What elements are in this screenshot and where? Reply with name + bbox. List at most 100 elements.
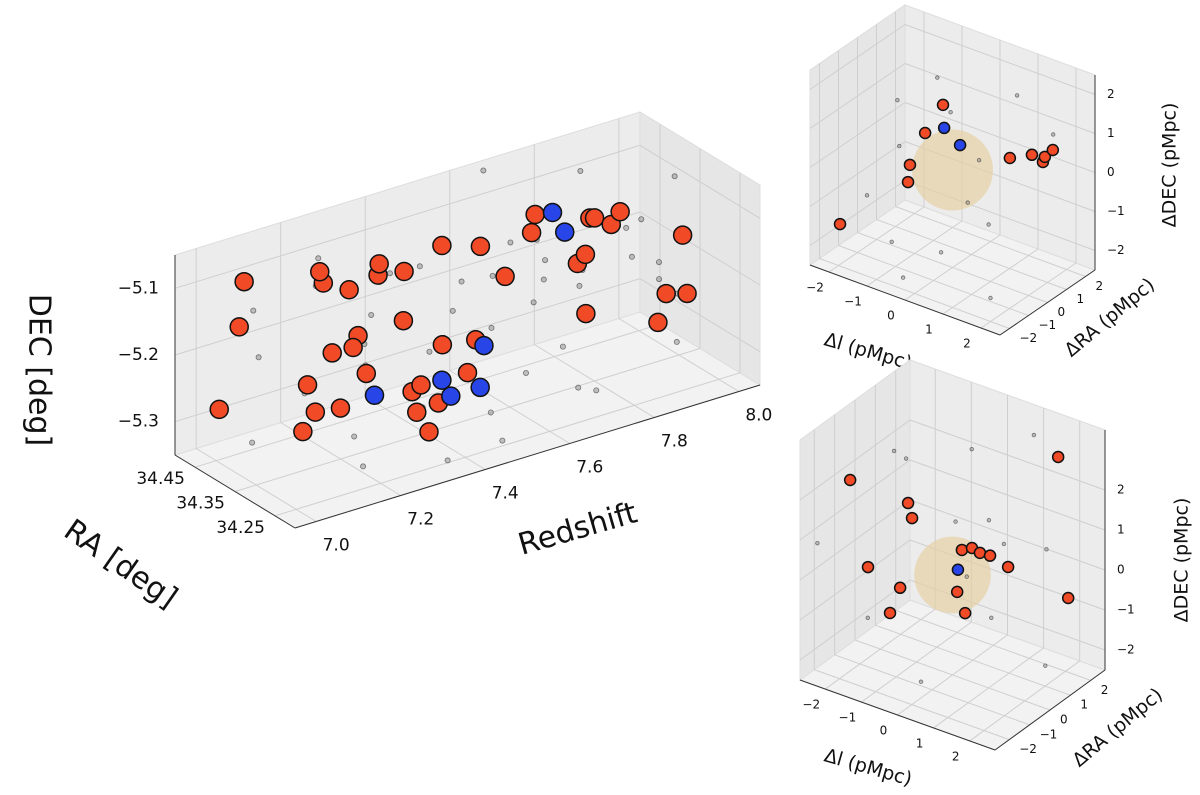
- grid-line: [895, 609, 1091, 681]
- data-point: [897, 143, 902, 149]
- data-point: [976, 157, 982, 163]
- data-point: [903, 158, 917, 172]
- data-point: [209, 399, 229, 420]
- data-point: [542, 202, 563, 223]
- data-point: [507, 239, 514, 246]
- data-point: [364, 385, 385, 406]
- data-point: [577, 167, 584, 174]
- x-tick-label: −2: [802, 698, 820, 712]
- x-axis-label: Δl (pMpc): [822, 745, 915, 791]
- data-point: [1001, 560, 1015, 574]
- data-point: [918, 679, 924, 684]
- data-point: [986, 517, 992, 523]
- z-tick-label: −5.2: [118, 345, 159, 365]
- data-point: [864, 193, 870, 198]
- data-point: [628, 253, 635, 260]
- data-point: [953, 519, 958, 524]
- data-point: [672, 225, 693, 245]
- z-tick-label: −1: [1117, 603, 1135, 617]
- data-point: [576, 303, 596, 324]
- data-point: [950, 585, 964, 599]
- data-point: [297, 375, 318, 395]
- data-point: [965, 200, 970, 205]
- data-point: [343, 337, 363, 358]
- grid-line: [194, 323, 661, 468]
- data-point: [457, 362, 478, 383]
- data-point: [386, 270, 393, 277]
- z-tick-label: 2: [1107, 87, 1115, 101]
- data-point: [973, 546, 987, 560]
- y-axis-label: ΔRA (pMpc): [1060, 274, 1159, 362]
- data-point: [356, 363, 377, 384]
- data-point: [958, 606, 972, 620]
- data-point: [499, 437, 506, 444]
- data-point: [305, 402, 326, 422]
- grid-line: [875, 624, 1071, 696]
- data-point: [368, 311, 375, 318]
- grid-line: [909, 499, 1106, 571]
- y-tick-label: 2: [1101, 683, 1109, 697]
- data-point: [905, 511, 919, 525]
- z-tick-label: 0: [1107, 165, 1115, 179]
- x-tick-label: −1: [844, 295, 862, 309]
- sphere: [914, 536, 991, 614]
- data-point: [953, 138, 967, 152]
- data-point: [673, 338, 680, 345]
- z-tick-label: −2: [1107, 243, 1125, 257]
- z-tick-label: −1: [1107, 204, 1125, 218]
- data-point: [1031, 432, 1037, 438]
- data-point: [1043, 663, 1048, 668]
- x-tick-label: 1: [925, 323, 933, 337]
- y-tick-label: 1: [1077, 292, 1085, 306]
- data-point: [610, 201, 630, 222]
- data-point: [893, 581, 907, 595]
- data-point: [1025, 148, 1039, 162]
- data-point: [394, 261, 414, 282]
- data-point: [559, 343, 566, 350]
- y-axis-label: RA [deg]: [57, 513, 183, 616]
- z-tick-label: 2: [1117, 483, 1125, 497]
- data-point: [249, 439, 256, 446]
- data-point: [575, 244, 596, 265]
- data-point: [964, 574, 969, 579]
- y-tick-label: 1: [1080, 698, 1088, 712]
- data-point: [936, 98, 950, 112]
- data-point: [351, 433, 358, 440]
- y-tick-label: −2: [1019, 742, 1037, 756]
- grid-line: [838, 245, 1029, 316]
- y-tick-label: 2: [1096, 279, 1104, 293]
- axis-line: [174, 454, 296, 529]
- z-tick-label: 1: [1107, 126, 1115, 140]
- data-point: [648, 312, 668, 333]
- data-point: [554, 222, 575, 242]
- x-tick-label: 7.6: [576, 458, 603, 478]
- grid-line: [809, 180, 906, 246]
- data-point: [955, 543, 969, 557]
- data-point: [584, 208, 605, 228]
- data-point: [983, 549, 997, 562]
- y-tick-label: 34.45: [136, 469, 185, 489]
- data-point: [322, 343, 342, 363]
- data-point: [1001, 541, 1007, 547]
- grid-line: [904, 102, 1096, 173]
- data-point: [488, 324, 495, 331]
- data-point: [458, 278, 465, 285]
- x-tick-label: −1: [839, 711, 857, 725]
- grid-line: [814, 669, 1010, 741]
- data-point: [638, 216, 645, 223]
- data-point: [1050, 132, 1056, 137]
- grid-line: [799, 459, 911, 541]
- data-point: [487, 409, 494, 416]
- data-point: [1003, 151, 1017, 165]
- data-point: [935, 75, 940, 80]
- data-point: [255, 354, 262, 361]
- data-point: [815, 540, 820, 546]
- data-point: [470, 377, 490, 398]
- data-point: [521, 222, 542, 243]
- data-point: [449, 307, 456, 314]
- x-tick-label: 0: [887, 309, 895, 323]
- data-point: [432, 370, 452, 390]
- data-point: [419, 422, 439, 442]
- grid-line: [799, 579, 911, 661]
